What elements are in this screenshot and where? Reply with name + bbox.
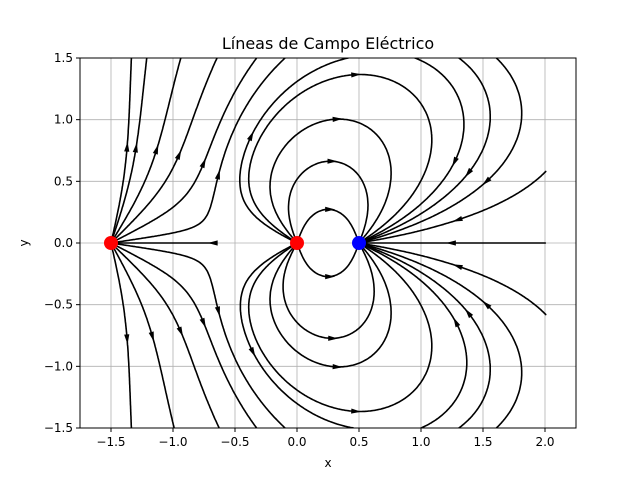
field-arrow bbox=[132, 142, 138, 153]
field-arrow bbox=[325, 206, 335, 212]
field-arrow bbox=[332, 364, 343, 370]
field-line bbox=[247, 244, 433, 413]
y-tick-label: −1.0 bbox=[44, 359, 73, 373]
streamlines bbox=[111, 58, 547, 428]
field-arrow bbox=[446, 240, 456, 246]
x-tick-label: 1.5 bbox=[473, 435, 492, 449]
x-tick-label: −1.0 bbox=[158, 435, 187, 449]
y-tick-label: −0.5 bbox=[44, 298, 73, 312]
field-arrow bbox=[351, 408, 362, 414]
y-tick-label: 0.5 bbox=[54, 174, 73, 188]
x-tick-label: 1.0 bbox=[411, 435, 430, 449]
x-tick-label: 2.0 bbox=[535, 435, 554, 449]
field-line bbox=[112, 58, 182, 241]
positive-charge bbox=[104, 236, 118, 250]
positive-charge bbox=[290, 236, 304, 250]
field-arrow bbox=[124, 334, 130, 345]
y-tick-label: 1.0 bbox=[54, 113, 73, 127]
field-arrow bbox=[214, 306, 220, 317]
field-arrow bbox=[325, 274, 335, 280]
y-tick-label: −1.5 bbox=[44, 421, 73, 435]
x-axis-label: x bbox=[324, 456, 331, 470]
field-line bbox=[287, 160, 369, 242]
field-line bbox=[114, 244, 258, 428]
field-line bbox=[297, 245, 359, 278]
field-arrow bbox=[152, 144, 159, 155]
field-arrow bbox=[199, 317, 206, 328]
x-tick-label: −1.5 bbox=[96, 435, 125, 449]
x-tick-label: −0.5 bbox=[220, 435, 249, 449]
field-arrow bbox=[199, 158, 206, 169]
negative-charge bbox=[352, 236, 366, 250]
field-arrow bbox=[452, 264, 463, 271]
field-arrow bbox=[148, 331, 154, 342]
field-line bbox=[113, 58, 287, 244]
x-tick-label: 0.5 bbox=[349, 435, 368, 449]
field-line bbox=[297, 208, 359, 241]
field-arrow bbox=[465, 308, 474, 319]
field-arrow bbox=[248, 346, 256, 357]
field-arrow bbox=[247, 131, 254, 142]
field-arrow bbox=[207, 240, 218, 246]
y-tick-label: 0.0 bbox=[54, 236, 73, 250]
field-arrow bbox=[332, 116, 343, 122]
field-line bbox=[269, 118, 392, 242]
chart-title: Líneas de Campo Eléctrico bbox=[222, 34, 434, 53]
field-arrow bbox=[453, 317, 461, 328]
field-line bbox=[362, 244, 468, 428]
field-arrow bbox=[174, 149, 182, 161]
field-arrow bbox=[214, 169, 220, 180]
field-line bbox=[239, 58, 350, 242]
field-arrow bbox=[452, 156, 459, 167]
field-line bbox=[361, 58, 465, 243]
field-arrow bbox=[452, 215, 463, 222]
y-tick-label: 1.5 bbox=[54, 51, 73, 65]
field-arrow bbox=[482, 176, 492, 186]
field-line bbox=[361, 243, 491, 428]
field-arrow bbox=[465, 167, 474, 178]
field-arrow bbox=[176, 326, 183, 337]
field-arrow bbox=[351, 72, 362, 78]
y-axis-label: y bbox=[17, 239, 31, 246]
field-arrow bbox=[328, 335, 339, 341]
axis-ticks: −1.5 −1.0 −0.5 0.0 0.5 1.0 1.5 2.0 −1.5 −1.0 −0.5 0… bbox=[44, 51, 555, 449]
field-line bbox=[361, 58, 491, 243]
x-tick-label: 0.0 bbox=[287, 435, 306, 449]
field-arrow bbox=[124, 141, 130, 152]
field-arrow bbox=[482, 300, 492, 310]
charges bbox=[104, 236, 366, 250]
field-arrow bbox=[327, 158, 338, 164]
